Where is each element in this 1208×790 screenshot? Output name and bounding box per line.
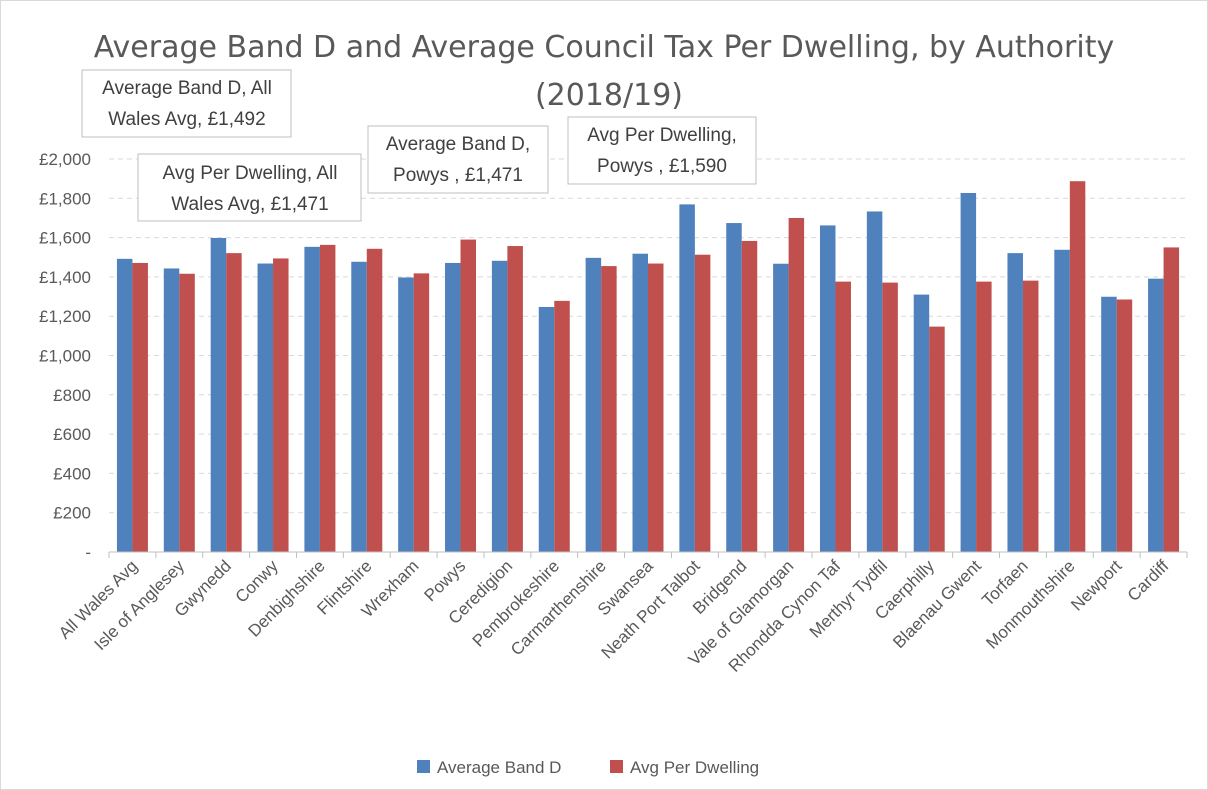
callout-box: [137, 153, 362, 222]
legend-swatch: [610, 760, 623, 773]
bar-per-dwelling: [694, 254, 711, 552]
bar-per-dwelling: [929, 326, 945, 552]
callout-dwelling-powys: Avg Per Dwelling, Powys , £1,590: [567, 116, 757, 185]
chart-title: Average Band D and Average Council Tax P…: [94, 30, 1114, 113]
y-tick-label: -: [85, 543, 91, 562]
callout-box: [367, 125, 549, 194]
bar-band-d: [960, 192, 977, 552]
bar-band-d: [116, 258, 133, 552]
bar-per-dwelling: [788, 217, 805, 552]
y-tick-label: £1,800: [39, 189, 91, 208]
chart-title-line-2: (2018/19): [535, 78, 683, 113]
callout-box: [81, 69, 292, 138]
legend-label: Avg Per Dwelling: [630, 758, 759, 777]
callout-dwelling-all-wales: Avg Per Dwelling, All Wales Avg, £1,471: [137, 153, 362, 222]
legend: Average Band D Avg Per Dwelling: [417, 758, 759, 777]
legend-item-per-dwelling: Avg Per Dwelling: [610, 758, 759, 777]
legend-swatch: [417, 760, 430, 773]
bar-per-dwelling: [319, 244, 336, 553]
bar-band-d: [491, 260, 508, 552]
callout-text: Avg Per Dwelling,: [587, 125, 737, 146]
callout-text: Avg Per Dwelling, All: [163, 163, 338, 184]
legend-label: Average Band D: [437, 758, 561, 777]
bar-band-d: [257, 263, 274, 552]
bar-band-d: [1007, 253, 1023, 552]
bar-band-d: [819, 225, 836, 553]
bar-band-d: [1101, 296, 1117, 552]
category-label: Newport: [1067, 556, 1125, 614]
bars: [116, 181, 1180, 553]
bar-per-dwelling: [976, 281, 992, 552]
bar-per-dwelling: [226, 253, 242, 552]
callout-band-d-all-wales: Average Band D, All Wales Avg, £1,492: [81, 69, 292, 138]
bar-band-d: [304, 246, 320, 552]
bar-per-dwelling: [413, 273, 430, 552]
bar-per-dwelling: [1022, 280, 1039, 552]
bar-band-d: [1148, 278, 1164, 552]
bar-per-dwelling: [882, 282, 898, 552]
callout-text: Wales Avg, £1,471: [171, 194, 328, 215]
bar-band-d: [913, 294, 930, 552]
bar-per-dwelling: [835, 281, 851, 552]
callout-band-d-powys: Average Band D, Powys , £1,471: [367, 125, 549, 194]
callout-text: Powys , £1,471: [393, 165, 523, 186]
bar-per-dwelling: [460, 239, 477, 552]
y-tick-label: £200: [53, 504, 91, 523]
x-axis-ticks: [108, 552, 1188, 558]
bar-per-dwelling: [554, 300, 570, 552]
category-label: Cardiff: [1124, 556, 1173, 605]
bar-per-dwelling: [1163, 247, 1180, 553]
y-tick-label: £1,600: [39, 229, 91, 248]
bar-band-d: [163, 268, 180, 552]
y-tick-label: £1,400: [39, 268, 91, 287]
bar-band-d: [210, 237, 227, 553]
y-axis-tick-labels: - £200 £400 £600 £800 £1,000 £1,200 £1,400 £1,60…: [39, 150, 91, 562]
bar-per-dwelling: [601, 266, 617, 552]
bar-band-d: [773, 263, 789, 552]
callout-text: Average Band D, All: [102, 78, 272, 99]
y-tick-label: £600: [53, 425, 91, 444]
callout-text: Wales Avg, £1,492: [108, 109, 265, 130]
bar-band-d: [585, 257, 602, 552]
y-tick-label: £1,200: [39, 307, 91, 326]
bar-band-d: [632, 253, 648, 552]
chart-title-line-1: Average Band D and Average Council Tax P…: [94, 30, 1114, 65]
y-tick-label: £800: [53, 386, 91, 405]
y-tick-label: £2,000: [39, 150, 91, 169]
callout-text: Average Band D,: [386, 134, 530, 155]
bar-per-dwelling: [507, 246, 523, 552]
bar-band-d: [445, 262, 461, 552]
bar-per-dwelling: [741, 240, 758, 553]
bar-per-dwelling: [1069, 181, 1086, 552]
callouts: Average Band D, All Wales Avg, £1,492 Avg …: [81, 69, 757, 222]
bar-band-d: [1054, 249, 1070, 552]
bar-band-d: [351, 261, 367, 552]
callout-box: [567, 116, 757, 185]
bar-per-dwelling: [648, 263, 664, 552]
legend-item-band-d: Average Band D: [417, 758, 561, 777]
bar-band-d: [726, 223, 742, 552]
bar-band-d: [398, 277, 414, 552]
callout-text: Powys , £1,590: [597, 156, 727, 177]
bar-band-d: [679, 204, 695, 553]
bar-band-d: [866, 211, 883, 552]
category-label: All Wales Avg: [55, 556, 141, 642]
y-tick-label: £1,000: [39, 347, 91, 366]
bar-per-dwelling: [179, 273, 195, 552]
bar-per-dwelling: [132, 262, 148, 552]
y-tick-label: £400: [53, 464, 91, 483]
bar-per-dwelling: [273, 258, 289, 552]
bar-per-dwelling: [366, 248, 383, 552]
bar-band-d: [538, 306, 555, 552]
bar-per-dwelling: [1116, 299, 1133, 552]
